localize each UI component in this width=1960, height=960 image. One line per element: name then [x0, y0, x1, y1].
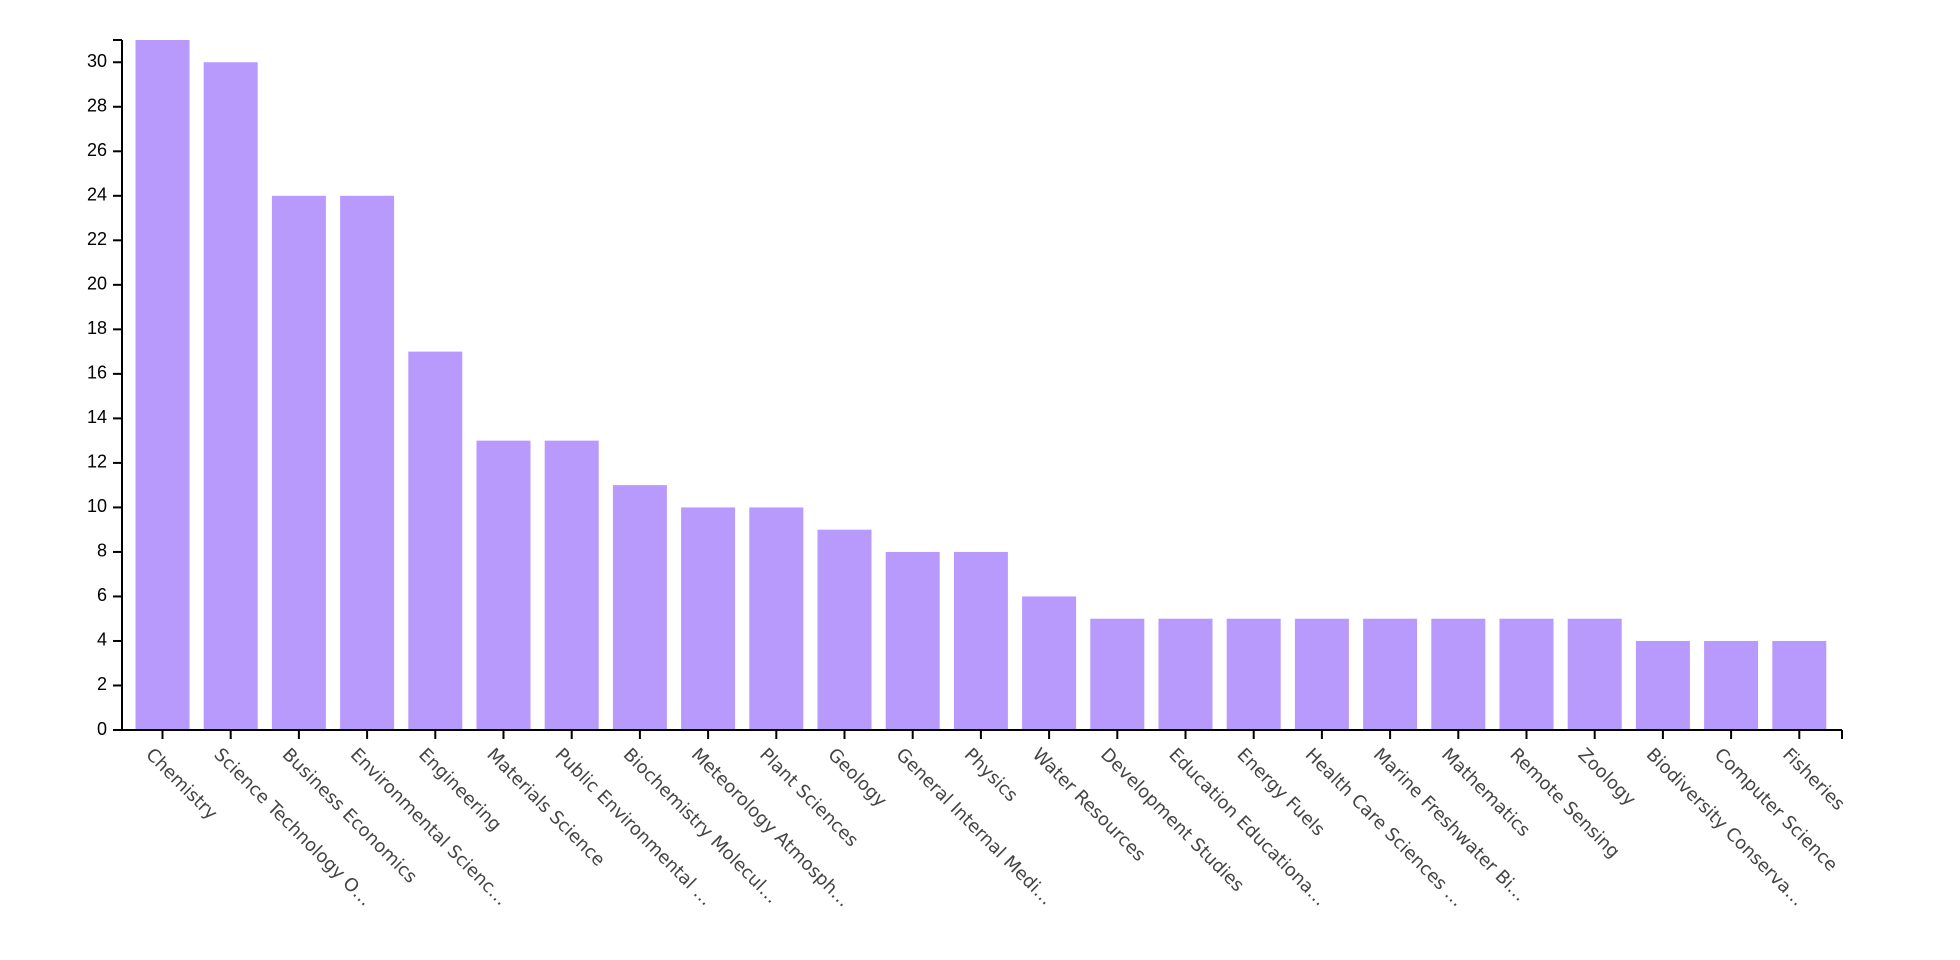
- x-tick-label-0: Chemistry: [141, 744, 221, 824]
- bar-24: [1772, 640, 1827, 730]
- bar-11: [885, 551, 940, 730]
- bar-16: [1226, 618, 1281, 730]
- bar-22: [1635, 640, 1690, 730]
- x-tick-label-10: Geology: [823, 744, 891, 812]
- bar-6: [544, 440, 599, 730]
- y-tick-label-14: 28: [87, 96, 107, 116]
- x-tick-label-12: Physics: [960, 744, 1022, 806]
- y-tick-label-13: 26: [87, 140, 107, 160]
- bar-23: [1704, 640, 1759, 730]
- x-tick-label-2: Business Economics: [278, 744, 421, 887]
- bar-19: [1431, 618, 1486, 730]
- y-tick-label-9: 18: [87, 318, 107, 338]
- y-tick-label-3: 6: [97, 585, 107, 605]
- bar-18: [1363, 618, 1418, 730]
- y-tick-label-10: 20: [87, 274, 107, 294]
- bar-21: [1567, 618, 1622, 730]
- bar-17: [1294, 618, 1349, 730]
- y-tick-label-6: 12: [87, 452, 107, 472]
- bar-4: [408, 351, 463, 730]
- y-tick-label-15: 30: [87, 51, 107, 71]
- bar-2: [271, 195, 326, 730]
- x-tick-label-24: Fisheries: [1778, 744, 1849, 815]
- bar-13: [1022, 596, 1077, 730]
- bar-10: [817, 529, 872, 730]
- bars-group: [135, 40, 1827, 730]
- bar-14: [1090, 618, 1145, 730]
- bar-5: [476, 440, 531, 730]
- x-tick-label-13: Water Resources: [1028, 744, 1150, 866]
- y-tick-label-7: 14: [87, 407, 107, 427]
- y-tick-label-12: 24: [87, 185, 107, 205]
- bar-15: [1158, 618, 1213, 730]
- bar-9: [749, 507, 804, 730]
- bar-12: [953, 551, 1008, 730]
- y-tick-label-2: 4: [97, 630, 107, 650]
- x-tick-label-5: Materials Science: [482, 744, 609, 871]
- bar-3: [340, 195, 395, 730]
- x-tick-label-21: Zoology: [1574, 744, 1640, 810]
- y-tick-label-0: 0: [97, 719, 107, 739]
- bar-8: [681, 507, 736, 730]
- y-tick-label-1: 2: [97, 674, 107, 694]
- bar-0: [135, 40, 190, 730]
- y-tick-label-11: 22: [87, 229, 107, 249]
- bar-7: [612, 485, 667, 730]
- y-tick-label-8: 16: [87, 363, 107, 383]
- bar-20: [1499, 618, 1554, 730]
- y-tick-label-4: 8: [97, 541, 107, 561]
- y-tick-label-5: 10: [87, 496, 107, 516]
- bar-1: [203, 62, 258, 730]
- x-tick-label-23: Computer Science: [1710, 744, 1842, 876]
